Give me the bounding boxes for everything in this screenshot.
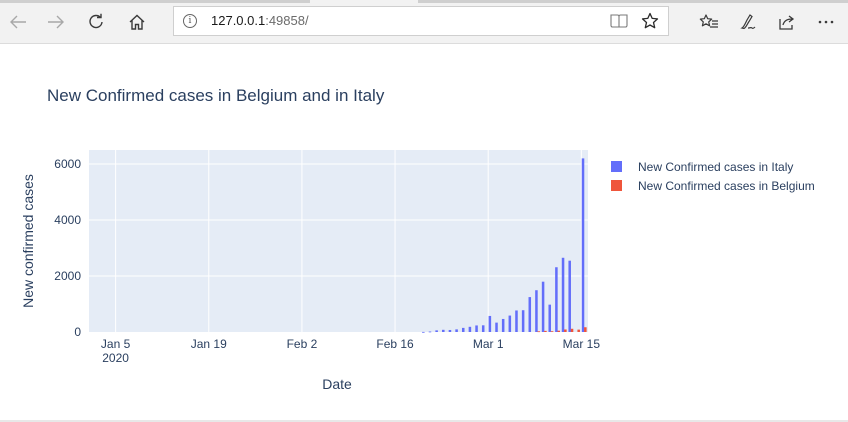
bar-italy bbox=[422, 331, 425, 333]
bar-belgium bbox=[544, 330, 547, 332]
bar-italy bbox=[581, 158, 585, 332]
page-bottom-divider bbox=[0, 420, 848, 422]
bars bbox=[422, 158, 587, 333]
address-url[interactable]: 127.0.0.1:49858/ bbox=[211, 13, 309, 28]
bar-belgium bbox=[537, 331, 541, 333]
bar-belgium bbox=[557, 330, 560, 332]
x-tick-label: Jan 19 bbox=[191, 337, 227, 351]
bar-belgium bbox=[550, 331, 554, 333]
bar-italy bbox=[528, 297, 532, 332]
share-icon[interactable] bbox=[773, 8, 801, 36]
refresh-icon[interactable] bbox=[82, 8, 110, 36]
more-icon[interactable] bbox=[812, 8, 840, 36]
bar-italy bbox=[442, 329, 445, 332]
tab-strip-edge bbox=[418, 0, 848, 3]
bar-italy bbox=[568, 260, 571, 332]
bar-italy bbox=[508, 315, 512, 332]
bar-italy bbox=[461, 327, 465, 332]
address-bar[interactable]: i 127.0.0.1:49858/ bbox=[173, 6, 669, 36]
x-tick-year-label: 2020 bbox=[102, 351, 129, 365]
bar-italy bbox=[535, 290, 538, 332]
bar-italy bbox=[468, 326, 472, 332]
bar-italy bbox=[455, 329, 458, 332]
legend-item-belgium[interactable]: New Confirmed cases in Belgium bbox=[611, 176, 815, 195]
tab-strip-edge bbox=[0, 0, 310, 3]
bar-italy bbox=[488, 315, 492, 332]
x-axis-title: Date bbox=[322, 376, 352, 392]
browser-toolbar: i 127.0.0.1:49858/ bbox=[0, 0, 848, 44]
chart-title: New Confirmed cases in Belgium and in It… bbox=[47, 86, 385, 105]
x-tick-label: Feb 2 bbox=[287, 337, 318, 351]
y-tick-label: 6000 bbox=[54, 157, 81, 171]
bar-italy bbox=[555, 267, 558, 332]
bar-italy bbox=[435, 330, 438, 332]
x-tick-label: Feb 16 bbox=[376, 337, 414, 351]
legend-swatch-belgium bbox=[611, 180, 622, 191]
legend-label-italy: New Confirmed cases in Italy bbox=[638, 159, 794, 174]
bar-italy bbox=[481, 325, 485, 332]
bar-italy bbox=[448, 329, 452, 332]
x-tick-label: Mar 1 bbox=[473, 337, 504, 351]
y-tick-label: 4000 bbox=[54, 213, 81, 227]
bar-italy bbox=[501, 318, 505, 332]
back-arrow-icon[interactable] bbox=[4, 8, 32, 36]
web-note-icon[interactable] bbox=[734, 8, 762, 36]
bar-italy bbox=[521, 310, 525, 332]
legend-label-belgium: New Confirmed cases in Belgium bbox=[638, 178, 815, 193]
legend-item-italy[interactable]: New Confirmed cases in Italy bbox=[611, 157, 815, 176]
favorites-hub-icon[interactable] bbox=[695, 8, 723, 36]
x-tick-label: Jan 5 bbox=[101, 337, 131, 351]
y-tick-label: 0 bbox=[74, 325, 81, 339]
x-tick-label: Mar 15 bbox=[563, 337, 601, 351]
y-axis-title: New confirmed cases bbox=[20, 174, 36, 308]
favorite-star-icon[interactable] bbox=[640, 11, 660, 31]
bar-belgium bbox=[577, 329, 580, 332]
bar-italy bbox=[515, 310, 518, 332]
forward-arrow-icon[interactable] bbox=[42, 8, 70, 36]
x-axis-ticks: Jan 5 Jan 19 Feb 2 Feb 16 Mar 1 Mar 15 2020 bbox=[101, 337, 600, 365]
bar-italy bbox=[548, 304, 552, 332]
bar-italy bbox=[541, 281, 545, 332]
bar-belgium bbox=[570, 328, 574, 332]
bar-italy bbox=[561, 257, 565, 332]
chart-legend: New Confirmed cases in Italy New Confirm… bbox=[611, 157, 815, 195]
plot-area bbox=[89, 150, 588, 332]
bar-belgium bbox=[564, 329, 567, 332]
legend-swatch-italy bbox=[611, 161, 622, 172]
site-info-icon[interactable]: i bbox=[183, 14, 197, 28]
y-axis-ticks: 0 2000 4000 6000 bbox=[54, 157, 81, 339]
reading-view-icon[interactable] bbox=[609, 11, 629, 31]
bar-italy bbox=[475, 325, 478, 332]
bar-italy bbox=[428, 331, 432, 333]
y-tick-label: 2000 bbox=[54, 269, 81, 283]
bar-belgium bbox=[584, 327, 587, 332]
home-icon[interactable] bbox=[123, 8, 151, 36]
gridlines bbox=[89, 150, 588, 332]
bar-italy bbox=[495, 322, 498, 332]
url-host: 127.0.0.1 bbox=[211, 13, 266, 28]
url-port: :49858/ bbox=[265, 13, 309, 28]
